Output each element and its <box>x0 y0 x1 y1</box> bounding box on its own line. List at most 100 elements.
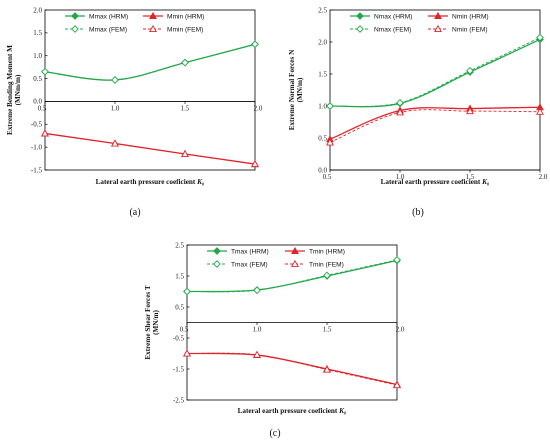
legend-marker <box>71 12 79 20</box>
data-point <box>41 129 49 137</box>
legend-marker <box>434 24 442 33</box>
data-point <box>183 349 191 357</box>
data-point <box>181 58 189 67</box>
data-point <box>253 286 261 295</box>
x-tick-label: 2.0 <box>254 104 263 112</box>
legend-entry: Mmax (FEM) <box>89 26 127 33</box>
data-point <box>326 138 334 146</box>
y-tick-label: -1.5 <box>31 166 43 174</box>
panel-label: (c) <box>269 428 280 439</box>
y-tick-label: -0.5 <box>173 334 185 342</box>
y-axis-label: Extreme Shear Forces T <box>144 285 152 360</box>
y-axis-unit-label: (MNm/m) <box>14 74 22 105</box>
legend-entry: Tmin (HRM) <box>309 248 345 255</box>
legend-marker <box>356 12 364 20</box>
series-line-2 <box>329 106 541 140</box>
legend-marker <box>291 259 299 268</box>
data-point <box>466 106 474 115</box>
series-line-4 <box>329 109 541 143</box>
legend-entry: Nmax (HRM) <box>374 13 412 20</box>
legend-marker <box>213 260 221 268</box>
chart-panel-1: 0.5 1.0 1.5 2.0-1.5-1.0-0.50.00.51.01.52.0L… <box>6 6 263 218</box>
y-tick-label: 0.0 <box>33 98 42 106</box>
data-point <box>536 107 544 115</box>
x-axis-label: Lateral earth pressure coeficient K₀ <box>238 407 347 415</box>
panel-label: (a) <box>129 207 140 218</box>
y-tick-label: 1.5 <box>318 70 327 78</box>
y-tick-label: 1.5 <box>175 272 184 280</box>
legend-entry: Tmax (HRM) <box>231 248 269 255</box>
data-point <box>396 98 404 107</box>
data-point <box>393 256 401 264</box>
x-axis-label: Lateral earth pressure coeficient K₀ <box>96 178 205 186</box>
x-tick-label: 2.0 <box>539 173 548 181</box>
y-tick-label: -0.5 <box>31 121 43 129</box>
y-tick-label: 1.0 <box>318 102 327 110</box>
x-tick-label: 2.0 <box>396 326 405 334</box>
legend-entry: Nmax (FEM) <box>374 26 411 33</box>
y-tick-label: 2.5 <box>175 241 184 249</box>
y-tick-label: 0.5 <box>318 134 327 142</box>
data-point <box>466 66 474 75</box>
data-point <box>111 139 119 147</box>
legend: Nmax (HRM) Nmin (HRM) Nmax (FEM) Nmin (FEM) <box>350 11 489 33</box>
series-line-4 <box>44 132 256 165</box>
data-point <box>323 271 331 280</box>
legend-marker <box>149 11 157 20</box>
data-point <box>41 67 49 76</box>
chart-panel-3: 0.5 1.0 1.5 2.0-2.5-1.5-0.50.51.52.5Lateral… <box>144 241 405 439</box>
legend-entry: Nmin (HRM) <box>452 13 489 20</box>
legend-marker <box>356 25 364 33</box>
data-point <box>253 350 261 358</box>
y-tick-label: 0.5 <box>33 75 42 83</box>
x-tick-label: 1.5 <box>181 104 190 112</box>
legend-entry: Mmin (HRM) <box>167 13 204 20</box>
y-tick-label: 1.0 <box>33 52 42 60</box>
x-tick-label: 0.5 <box>180 326 189 334</box>
series-line-3 <box>186 259 398 293</box>
legend-marker <box>213 247 221 255</box>
data-point <box>396 108 404 116</box>
data-point <box>323 365 331 373</box>
x-tick-label: 0.5 <box>38 104 47 112</box>
series-line-3 <box>329 37 541 107</box>
y-tick-label: -1.0 <box>31 143 43 151</box>
y-tick-label: 0.0 <box>318 166 327 174</box>
data-point <box>393 380 401 389</box>
series-line-4 <box>186 352 398 386</box>
series-line-2 <box>186 352 398 386</box>
y-tick-label: 0.5 <box>175 303 184 311</box>
legend-entry: Tmin (FEM) <box>309 261 344 268</box>
series-line-3 <box>44 43 256 81</box>
x-tick-label: 1.0 <box>111 104 120 112</box>
x-tick-label: 1.0 <box>253 326 262 334</box>
legend: Tmax (HRM) Tmin (HRM) Tmax (FEM) Tmin (FEM) <box>207 246 345 268</box>
data-point <box>251 40 259 49</box>
y-tick-label: 2.0 <box>33 6 42 14</box>
legend-marker <box>71 25 79 33</box>
y-tick-label: 2.5 <box>318 6 327 14</box>
data-point <box>183 287 191 296</box>
data-point <box>251 159 259 168</box>
y-tick-label: -1.5 <box>173 365 185 373</box>
legend-entry: Mmax (HRM) <box>89 13 128 20</box>
legend: Mmax (HRM) Mmin (HRM) Mmax (FEM) Mmin (FEM) <box>65 11 204 33</box>
x-tick-label: 1.5 <box>323 326 332 334</box>
legend-marker <box>434 11 442 20</box>
legend-entry: Tmax (FEM) <box>231 261 268 268</box>
data-point <box>111 76 119 84</box>
series-line-1 <box>44 43 256 81</box>
y-tick-label: 1.5 <box>33 29 42 37</box>
y-axis-unit-label: (MN/m) <box>152 310 160 335</box>
y-axis-unit-label: (MN/m) <box>296 77 304 102</box>
legend-marker <box>149 24 157 33</box>
y-tick-label: -2.5 <box>173 396 185 404</box>
y-axis-label: Extreme Normal Forces N <box>288 49 296 130</box>
y-tick-label: 2.0 <box>318 38 327 46</box>
data-point <box>536 33 544 42</box>
panel-label: (b) <box>412 207 424 218</box>
legend-entry: Nmin (FEM) <box>452 26 488 33</box>
x-tick-label: 0.5 <box>323 173 332 181</box>
